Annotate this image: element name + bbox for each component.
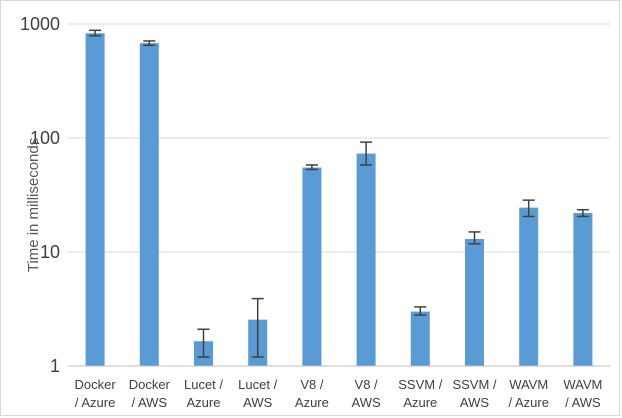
x-tick-label: Azure	[295, 395, 329, 410]
x-tick-label: Docker	[129, 377, 171, 392]
x-tick-label: Azure	[403, 395, 437, 410]
y-axis-label: Time in milliseconds	[25, 138, 42, 272]
bar	[356, 153, 376, 366]
bar	[85, 33, 105, 366]
x-tick-label: / Azure	[508, 395, 548, 410]
x-tick-label: / Azure	[75, 395, 115, 410]
bar	[465, 239, 484, 366]
x-tick-label: / AWS	[565, 395, 601, 410]
y-tick-label: 1	[50, 356, 60, 376]
x-tick-label: / AWS	[131, 395, 167, 410]
bar	[573, 212, 593, 366]
y-tick-label: 1000	[20, 14, 60, 34]
x-tick-label: WAVM	[509, 377, 548, 392]
x-tick-label: AWS	[460, 395, 489, 410]
bar	[519, 207, 539, 366]
x-tick-label: SSVM /	[398, 377, 442, 392]
bar	[410, 311, 430, 366]
x-tick-label: WAVM	[563, 377, 602, 392]
x-tick-label: AWS	[243, 395, 272, 410]
x-tick-label: V8 /	[355, 377, 379, 392]
x-tick-label: Azure	[187, 395, 221, 410]
x-tick-label: Lucet /	[184, 377, 223, 392]
y-tick-label: 10	[40, 242, 60, 262]
bar	[302, 167, 322, 366]
y-tick-label: 100	[30, 128, 60, 148]
x-tick-label: V8 /	[300, 377, 324, 392]
x-tick-label: SSVM /	[452, 377, 496, 392]
x-tick-label: Docker	[75, 377, 117, 392]
x-tick-label: Lucet /	[238, 377, 277, 392]
x-tick-label: AWS	[352, 395, 381, 410]
bar	[139, 43, 159, 366]
